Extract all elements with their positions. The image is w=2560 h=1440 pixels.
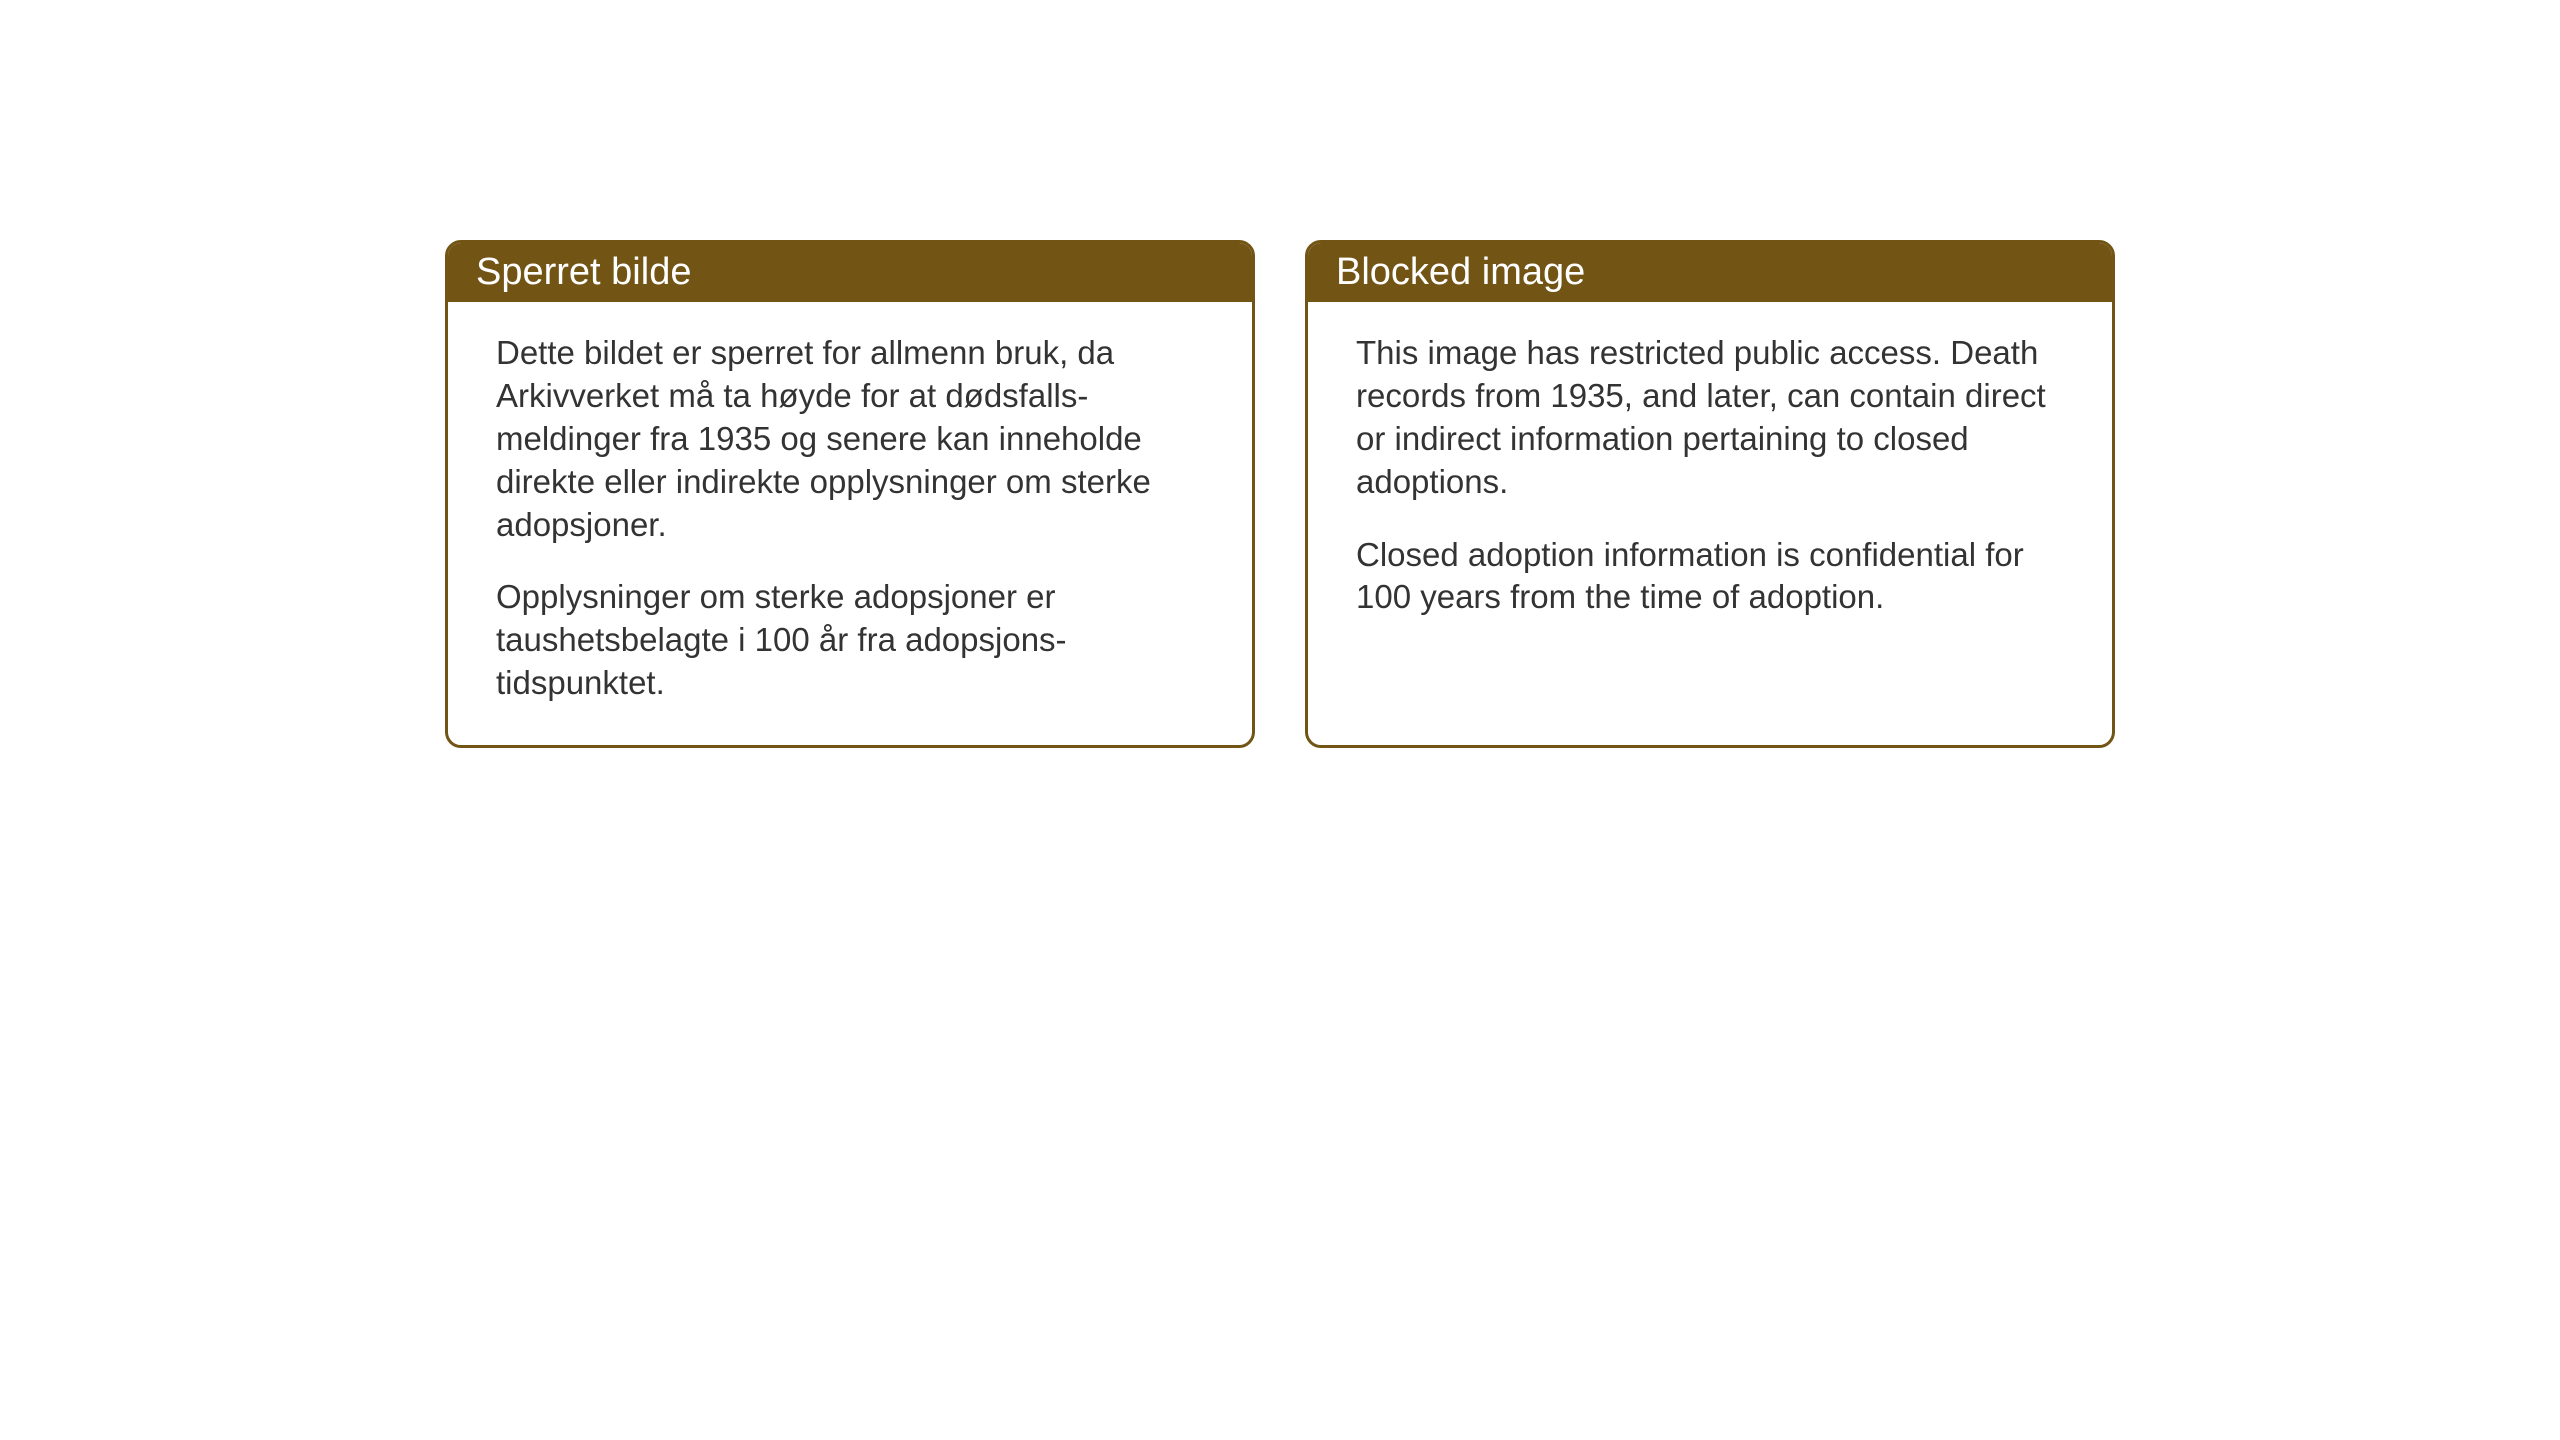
notice-body-norwegian: Dette bildet er sperret for allmenn bruk… [448, 302, 1252, 745]
notice-header-english: Blocked image [1308, 243, 2112, 302]
notice-paragraph-1-english: This image has restricted public access.… [1356, 332, 2064, 504]
notice-paragraph-2-norwegian: Opplysninger om sterke adopsjoner er tau… [496, 576, 1204, 705]
notice-paragraph-1-norwegian: Dette bildet er sperret for allmenn bruk… [496, 332, 1204, 546]
notice-body-english: This image has restricted public access.… [1308, 302, 2112, 722]
notice-box-english: Blocked image This image has restricted … [1305, 240, 2115, 748]
notice-box-norwegian: Sperret bilde Dette bildet er sperret fo… [445, 240, 1255, 748]
notice-title-norwegian: Sperret bilde [476, 251, 691, 293]
notice-title-english: Blocked image [1336, 251, 1585, 293]
notice-header-norwegian: Sperret bilde [448, 243, 1252, 302]
notice-paragraph-2-english: Closed adoption information is confident… [1356, 534, 2064, 620]
notice-container: Sperret bilde Dette bildet er sperret fo… [445, 240, 2115, 748]
